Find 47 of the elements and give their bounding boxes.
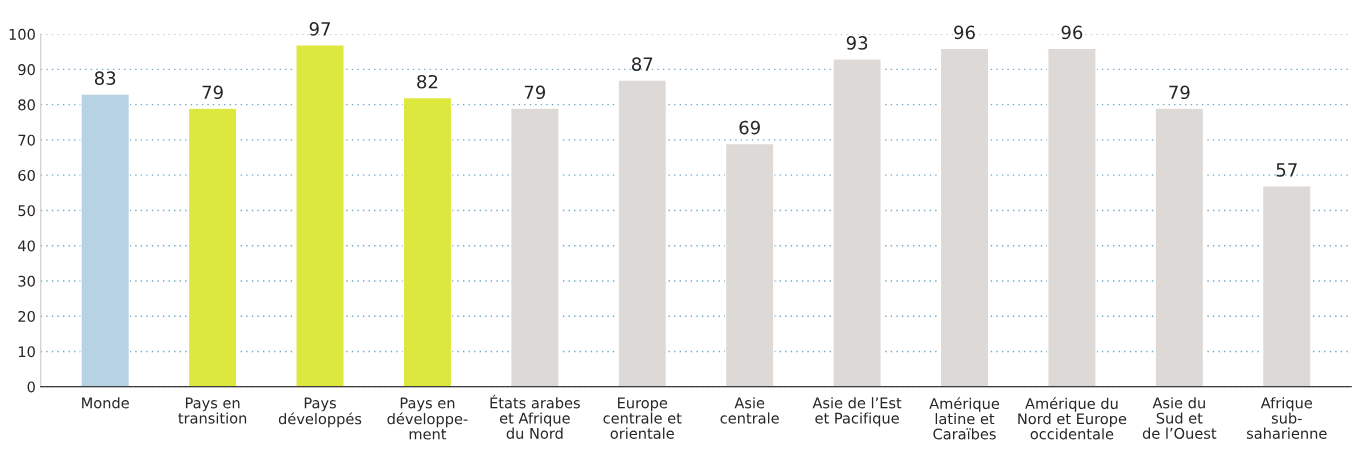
y-tick-label: 60 (18, 169, 35, 181)
bar (80, 93, 131, 387)
data-label: 87 (632, 57, 653, 71)
bar (832, 58, 882, 387)
y-tick-label: 70 (18, 134, 35, 146)
x-tick-label: Asie du Sud et de l’Ouest (1142, 397, 1217, 439)
y-tick-label: 20 (18, 310, 35, 322)
data-label: 79 (524, 85, 546, 100)
data-label: 79 (1169, 85, 1190, 100)
bar (1047, 47, 1097, 387)
data-label: 79 (202, 85, 223, 100)
x-tick-label: Amérique latine et Caraïbes (929, 397, 1000, 440)
y-tick-label: 50 (18, 205, 35, 217)
y-tick-label: 0 (27, 381, 35, 393)
data-label: 93 (846, 36, 868, 50)
bar (402, 96, 453, 387)
data-label: 83 (94, 71, 116, 86)
x-tick-label: États arabes et Afrique du Nord (490, 394, 580, 439)
bar (1154, 107, 1205, 387)
bar (187, 107, 238, 387)
y-tick-label: 100 (9, 28, 35, 40)
x-tick-label: Europe centrale et orientale (603, 397, 682, 439)
y-tick-label: 90 (18, 64, 35, 76)
x-tick-label: Asie de l’Est et Pacifique (812, 397, 902, 427)
bar (1261, 185, 1312, 387)
data-label: 96 (954, 25, 975, 40)
x-tick-label: Pays en transition (178, 397, 247, 424)
y-tick-label: 40 (18, 240, 35, 252)
data-label: 69 (739, 120, 760, 135)
y-tick-label: 30 (18, 275, 35, 287)
x-tick-label: Afrique sub- saharienne (1246, 397, 1327, 439)
bar (939, 47, 990, 387)
data-label: 97 (309, 21, 330, 36)
y-tick-label: 10 (18, 346, 35, 358)
x-tick-label: Amérique du Nord et Europe occidentale (1018, 397, 1127, 440)
bar (295, 44, 345, 387)
bar (617, 79, 668, 387)
data-label: 57 (1276, 163, 1297, 177)
x-tick-label: Pays développés (278, 397, 362, 428)
x-tick-label: Pays en développe- ment (387, 397, 468, 440)
data-label: 82 (417, 74, 438, 89)
bar (724, 142, 775, 387)
y-tick-label: 80 (18, 99, 35, 111)
data-label: 96 (1061, 25, 1083, 40)
bar (509, 107, 560, 387)
x-tick-label: Monde (82, 397, 129, 409)
x-tick-label: Asie centrale (720, 397, 779, 424)
